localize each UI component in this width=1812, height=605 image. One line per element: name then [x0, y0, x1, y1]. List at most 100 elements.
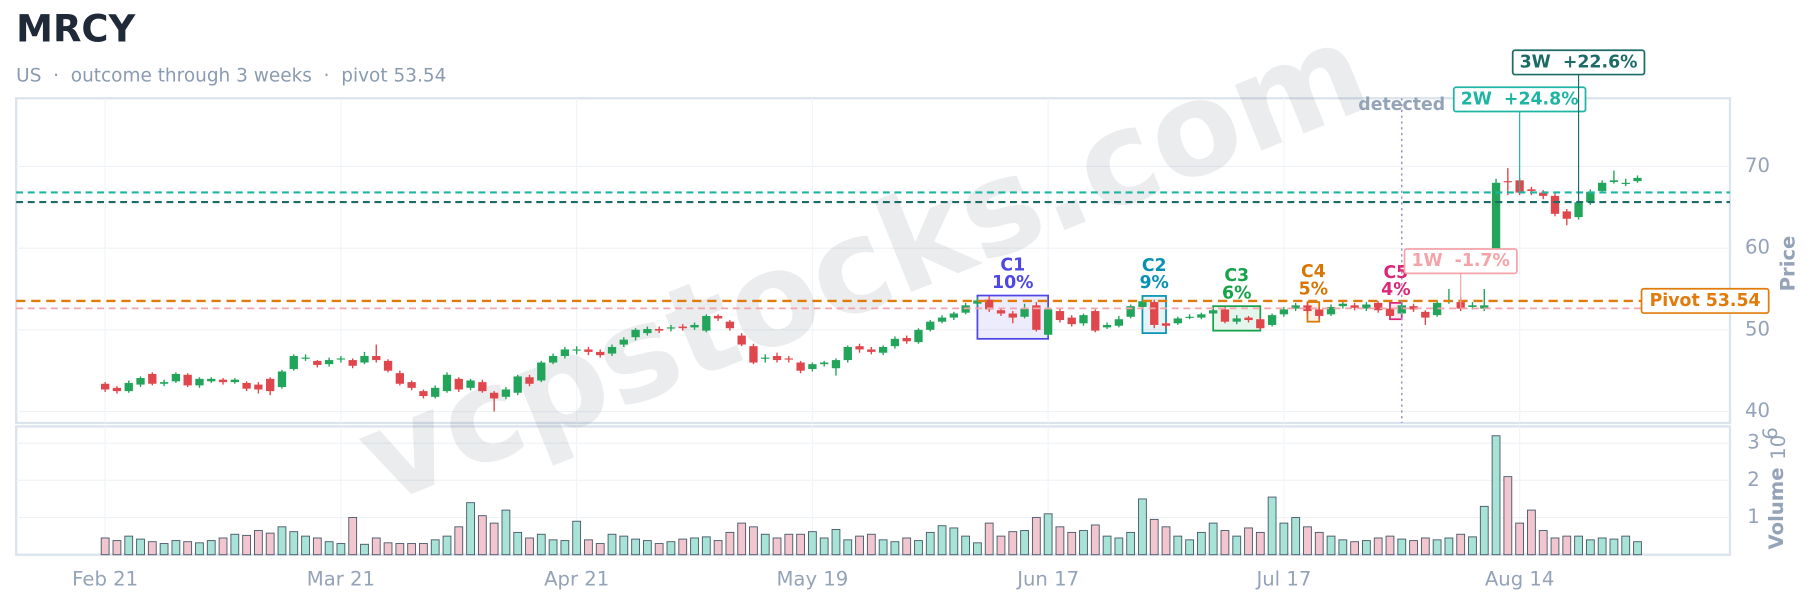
candle-body [1197, 314, 1206, 318]
volume-bar [725, 531, 735, 556]
candle-body [784, 358, 793, 360]
candle-body [207, 378, 216, 382]
volume-bar [1055, 526, 1065, 556]
candle-body [1173, 318, 1182, 324]
volume-bar [430, 539, 440, 556]
candle-body [678, 326, 687, 329]
candle-body [1397, 305, 1406, 314]
candle-body [808, 364, 817, 370]
volume-bar [1138, 498, 1147, 556]
contraction-depth: 6% [1222, 283, 1251, 303]
candle-body [372, 355, 381, 361]
volume-bar [265, 532, 275, 556]
y2-tick-label: 1 [1747, 505, 1760, 528]
volume-bar [843, 539, 853, 556]
volume-bar [1621, 535, 1631, 556]
volume-bar [584, 539, 593, 556]
volume-bar [937, 525, 947, 556]
candle-body [289, 355, 298, 370]
candle-body [713, 315, 723, 319]
candle-body [761, 357, 770, 359]
candle-body [1503, 181, 1513, 183]
volume-bar [1267, 496, 1277, 556]
candle-body [1338, 303, 1347, 307]
volume-bar [619, 535, 629, 556]
volume-bar [1067, 531, 1077, 556]
candle-body [1267, 315, 1277, 325]
candle-body [1020, 308, 1029, 317]
volume-bar [1220, 530, 1230, 556]
volume-bar [902, 537, 912, 556]
candle-body [843, 346, 852, 361]
volume-bar [1326, 535, 1336, 556]
volume-bar [1126, 531, 1136, 556]
volume-bar [949, 527, 959, 556]
candle-body [1244, 317, 1253, 321]
volume-bar [654, 543, 664, 556]
candle-body [560, 349, 570, 356]
candle-body [1279, 309, 1289, 315]
candle-body [324, 360, 334, 365]
volume-bar [772, 537, 782, 556]
candle-body [902, 338, 911, 342]
volume-bar [973, 542, 982, 556]
volume-bar [1397, 538, 1407, 556]
volume-bar [1491, 435, 1501, 556]
candle-body [796, 362, 805, 371]
volume-bar [1350, 541, 1360, 556]
candle-body [1091, 311, 1100, 331]
volume-bar [489, 522, 499, 556]
volume-bar [1291, 517, 1301, 556]
contraction-depth: 4% [1381, 280, 1410, 300]
volume-bar [336, 543, 346, 556]
candle-body [1421, 311, 1430, 318]
volume-bar [1362, 540, 1371, 556]
volume-bar [1102, 535, 1112, 556]
volume-bar [819, 537, 829, 556]
contraction-label: C2 [1142, 256, 1167, 276]
volume-bar [230, 533, 240, 556]
volume-bar [690, 537, 699, 556]
title: MRCY [16, 8, 136, 51]
y2-tick-label: 3 [1747, 431, 1760, 454]
volume-bar [784, 533, 794, 556]
candle-body [1067, 317, 1076, 325]
candle-body [996, 310, 1006, 314]
candle-body [1126, 306, 1135, 317]
volume-bar [301, 535, 310, 556]
candle-body [1609, 180, 1619, 182]
volume-bar [195, 542, 204, 556]
y2-tick-label: 2 [1747, 468, 1760, 491]
volume-bar [1114, 537, 1124, 556]
candle-body [1150, 302, 1159, 325]
candle-body [1114, 319, 1124, 326]
x-tick-label: Mar 21 [307, 568, 375, 591]
y-tick-label: 50 [1745, 317, 1770, 340]
outcome-box [1511, 49, 1646, 76]
candle-body [313, 360, 322, 365]
candle-body [737, 335, 746, 345]
candle-body [183, 374, 192, 386]
candle-body [1409, 306, 1418, 310]
candle-body [537, 362, 546, 381]
candle-body [1539, 192, 1548, 196]
volume-bar [1338, 539, 1348, 556]
candle-body [1374, 302, 1383, 311]
volume-bar [666, 541, 676, 556]
volume-bar [242, 534, 251, 556]
candle-body [855, 346, 864, 350]
volume-bar [501, 509, 511, 556]
candle-body [395, 373, 405, 384]
candle-body [101, 383, 110, 390]
y-tick-label: 60 [1745, 236, 1770, 259]
volume-bar [678, 538, 688, 556]
volume-bar [855, 535, 864, 556]
y2-axis-label: Volume [1765, 467, 1788, 549]
candle-body [643, 329, 652, 334]
x-tick-label: Feb 21 [72, 568, 138, 591]
candle-body [1102, 324, 1112, 328]
pivot-box [1640, 287, 1770, 314]
volume-bar [466, 502, 475, 556]
